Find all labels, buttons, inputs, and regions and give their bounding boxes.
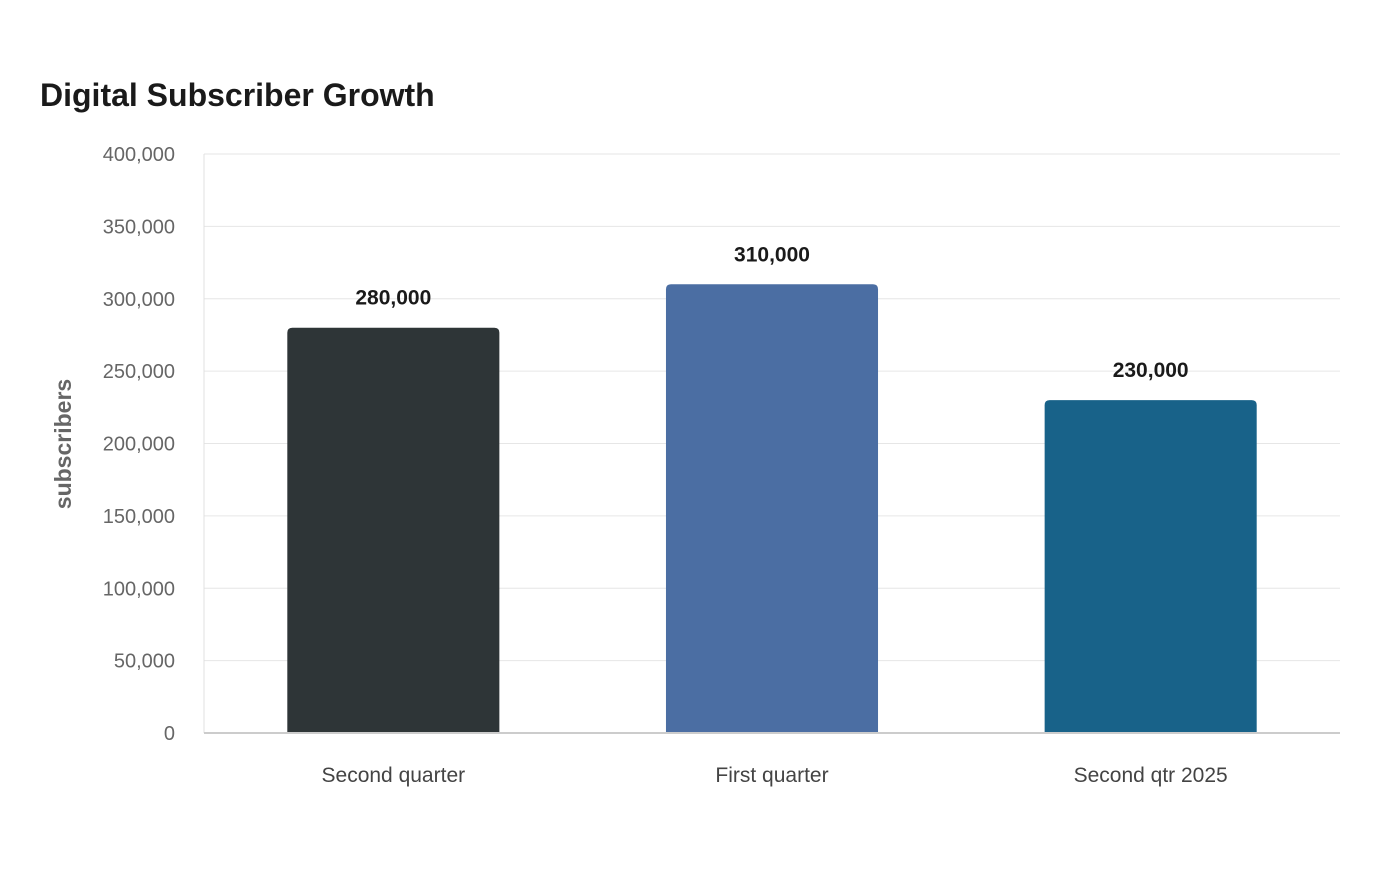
y-tick-label: 200,000 (103, 434, 175, 456)
x-tick-label: Second quarter (322, 764, 466, 787)
bar-value-label: 280,000 (355, 287, 431, 310)
y-tick-label: 0 (164, 723, 175, 745)
x-tick-label: First quarter (715, 764, 828, 787)
bar (287, 327, 500, 733)
y-tick-label: 50,000 (114, 651, 175, 673)
bar-value-label: 310,000 (734, 243, 810, 266)
bars (287, 284, 1257, 733)
y-axis-title: subscribers (50, 379, 76, 509)
chart-title: Digital Subscriber Growth (40, 77, 435, 113)
y-tick-label: 150,000 (103, 506, 175, 528)
y-tick-label: 400,000 (103, 144, 175, 166)
bar (1044, 400, 1257, 733)
bar-value-label: 230,000 (1113, 359, 1189, 382)
bar (665, 284, 879, 733)
y-tick-label: 300,000 (103, 289, 175, 311)
labels: 0 50,000 100,000 150,000 200,000 250,000 300,0… (103, 144, 1228, 787)
y-tick-label: 350,000 (103, 216, 175, 238)
axes (203, 154, 1340, 734)
y-tick-label: 250,000 (103, 361, 175, 383)
x-tick-label: Second qtr 2025 (1074, 764, 1228, 787)
y-tick-label: 100,000 (103, 578, 175, 600)
